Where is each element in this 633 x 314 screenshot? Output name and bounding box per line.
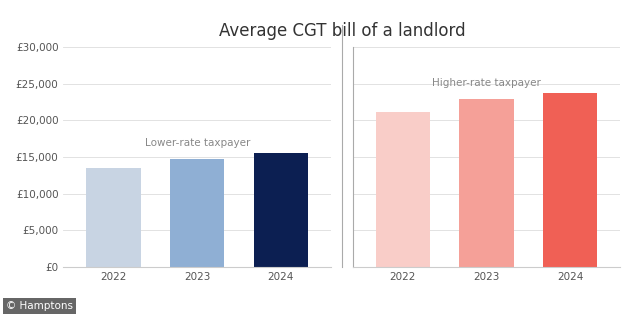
Bar: [543, 93, 598, 267]
Bar: [254, 153, 308, 267]
Text: Average CGT bill of a landlord: Average CGT bill of a landlord: [218, 22, 465, 40]
Bar: [459, 99, 513, 267]
Text: © Hamptons: © Hamptons: [6, 301, 73, 311]
Text: Lower-rate taxpayer: Lower-rate taxpayer: [144, 138, 250, 148]
Bar: [86, 168, 141, 267]
Text: Higher-rate taxpayer: Higher-rate taxpayer: [432, 78, 541, 88]
Bar: [170, 159, 225, 267]
Bar: [375, 111, 430, 267]
